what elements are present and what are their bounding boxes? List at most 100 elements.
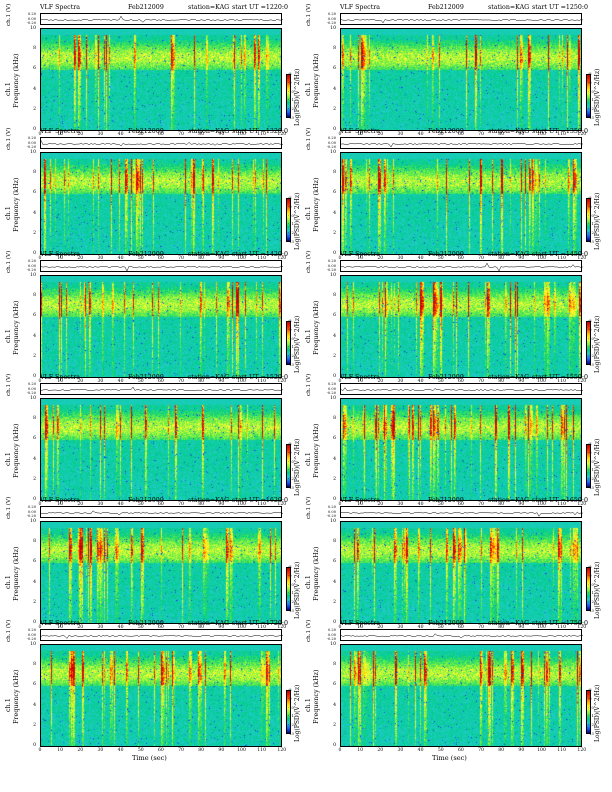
time-tick-label: 120 — [577, 132, 587, 137]
colorbar-tick-label: -12 — [288, 231, 294, 236]
frequency-ylabel: Frequency (kHz) — [312, 669, 320, 724]
time-tick-label: 10 — [57, 132, 64, 137]
time-tick-label: 50 — [437, 256, 444, 261]
start-ut-value: 1550:0 — [565, 374, 588, 381]
frequency-ylabel-channel: ch.1 — [304, 206, 312, 220]
colorbar-tick-label: -13 — [288, 363, 294, 367]
colorbar-tick-label: -8 — [288, 72, 292, 76]
time-tick-label: 50 — [437, 132, 444, 137]
trace-tick-label: 0.20 — [27, 136, 36, 140]
panel-station: station=KAG — [488, 497, 530, 504]
colorbar-tick-label: -11 — [588, 98, 594, 103]
time-tick-label: 50 — [437, 379, 444, 384]
time-tick-label: 40 — [417, 625, 424, 630]
waveform-trace-svg — [41, 266, 283, 272]
time-tick-label: 100 — [237, 256, 246, 261]
waveform-trace-plot — [40, 137, 283, 149]
panel-start-time: start UT =1550:0 — [532, 374, 588, 382]
time-tick-label: 120 — [277, 625, 287, 630]
frequency-ylabel-channel: ch.1 — [4, 575, 12, 589]
colorbar-tick-label: -8 — [288, 319, 292, 323]
spectrogram-heatmap — [341, 399, 581, 500]
waveform-trace-svg — [41, 510, 283, 516]
time-tick-label: 40 — [417, 256, 424, 261]
time-tick-label: 20 — [77, 132, 84, 137]
waveform-trace-svg — [341, 512, 583, 517]
frequency-tick-label: 6 — [33, 559, 36, 565]
spectrogram-panel: VLF Spectra Feb212009 station=KAG start UT … — [0, 373, 301, 516]
time-tick-label: 110 — [557, 132, 567, 137]
waveform-trace-svg — [341, 19, 583, 24]
panel-start-time: start UT =1320:0 — [232, 128, 288, 136]
time-tick-label: 80 — [198, 256, 205, 261]
panel-header: VLF Spectra Feb212009 station=KAG start UT … — [340, 128, 588, 136]
spectrogram-heatmap — [41, 153, 281, 254]
time-tick-label: 110 — [257, 625, 267, 630]
frequency-tick-label: 10 — [30, 26, 36, 31]
spectrogram-heatmap — [41, 399, 281, 500]
frequency-tick-label: 0 — [333, 497, 336, 502]
time-tick-label: 70 — [478, 502, 484, 507]
panel-start-time: start UT =1220:0 — [232, 4, 288, 12]
colorbar-tick-label: -11 — [588, 468, 594, 473]
time-tick-label: 10 — [57, 748, 64, 753]
trace-ylabel: ch.1 (V) — [6, 373, 12, 396]
trace-tick-label: -0.20 — [26, 391, 36, 395]
frequency-ylabel: Frequency (kHz) — [12, 53, 20, 108]
time-tick-label: 30 — [397, 132, 404, 137]
frequency-tick-label: 10 — [30, 273, 36, 278]
colorbar — [286, 321, 291, 365]
frequency-tick-label: 4 — [33, 579, 36, 585]
time-tick-label: 90 — [218, 256, 225, 261]
frequency-tick-label: 2 — [333, 476, 336, 482]
time-tick-label: 90 — [218, 132, 225, 137]
spectrogram-plot — [340, 152, 582, 255]
waveform-trace-plot — [40, 383, 283, 395]
colorbar-label: Log(PSD)(V^2/Hz) — [594, 192, 601, 250]
start-prefix: start UT = — [232, 4, 266, 11]
frequency-tick-label: 0 — [33, 620, 36, 625]
frequency-tick-label: 10 — [30, 642, 36, 647]
time-tick-label: 100 — [237, 625, 246, 630]
start-prefix: start UT = — [232, 497, 266, 504]
panel-station: station=KAG — [188, 251, 230, 258]
panel-date: Feb212009 — [428, 497, 464, 504]
time-tick-label: 70 — [178, 132, 184, 137]
colorbar-tick-label: -12 — [288, 600, 294, 605]
time-tick-label: 30 — [397, 379, 404, 384]
panel-station: station=KAG — [188, 497, 230, 504]
time-tick-label: 100 — [237, 748, 246, 753]
frequency-ylabel: Frequency (kHz) — [312, 53, 320, 108]
panel-date: Feb212009 — [428, 4, 464, 11]
panel-date: Feb212009 — [128, 128, 164, 135]
time-tick-label: 30 — [97, 502, 104, 507]
time-tick-label: 110 — [257, 502, 267, 507]
time-tick-label: 120 — [577, 256, 587, 261]
panel-station: station=KAG — [188, 374, 230, 381]
time-tick-label: 20 — [77, 748, 84, 753]
colorbar-tick-label: -12 — [588, 477, 594, 482]
panel-date: Feb212009 — [428, 620, 464, 627]
start-ut-value: 1320:0 — [265, 128, 288, 135]
colorbar-tick-label: -10 — [588, 336, 594, 341]
trace-tick-label: -0.20 — [26, 21, 36, 25]
frequency-ylabel: Frequency (kHz) — [312, 423, 320, 478]
time-tick-label: 30 — [97, 256, 104, 261]
colorbar-tick-label: -8 — [288, 196, 292, 200]
spectrogram-panel: VLF Spectra Feb212009 station=KAG start UT … — [300, 251, 601, 393]
waveform-trace-svg — [341, 633, 583, 639]
colorbar-tick-label: -9 — [588, 204, 592, 209]
frequency-tick-label: 6 — [333, 313, 336, 319]
frequency-ylabel: Frequency (kHz) — [12, 669, 20, 724]
trace-ylabel: ch.1 (V) — [6, 496, 12, 519]
time-tick-label: 50 — [137, 379, 144, 384]
time-tick-label: 60 — [157, 502, 164, 507]
time-tick-label: 40 — [417, 748, 424, 753]
trace-tick-label: 0.00 — [327, 632, 336, 637]
spectrogram-heatmap — [41, 29, 281, 130]
time-tick-label: 50 — [137, 132, 144, 137]
frequency-ylabel-channel: ch.1 — [304, 452, 312, 466]
time-tick-label: 110 — [557, 256, 567, 261]
start-ut-value: 1350:0 — [565, 128, 588, 135]
colorbar-tick-label: -11 — [288, 591, 294, 596]
